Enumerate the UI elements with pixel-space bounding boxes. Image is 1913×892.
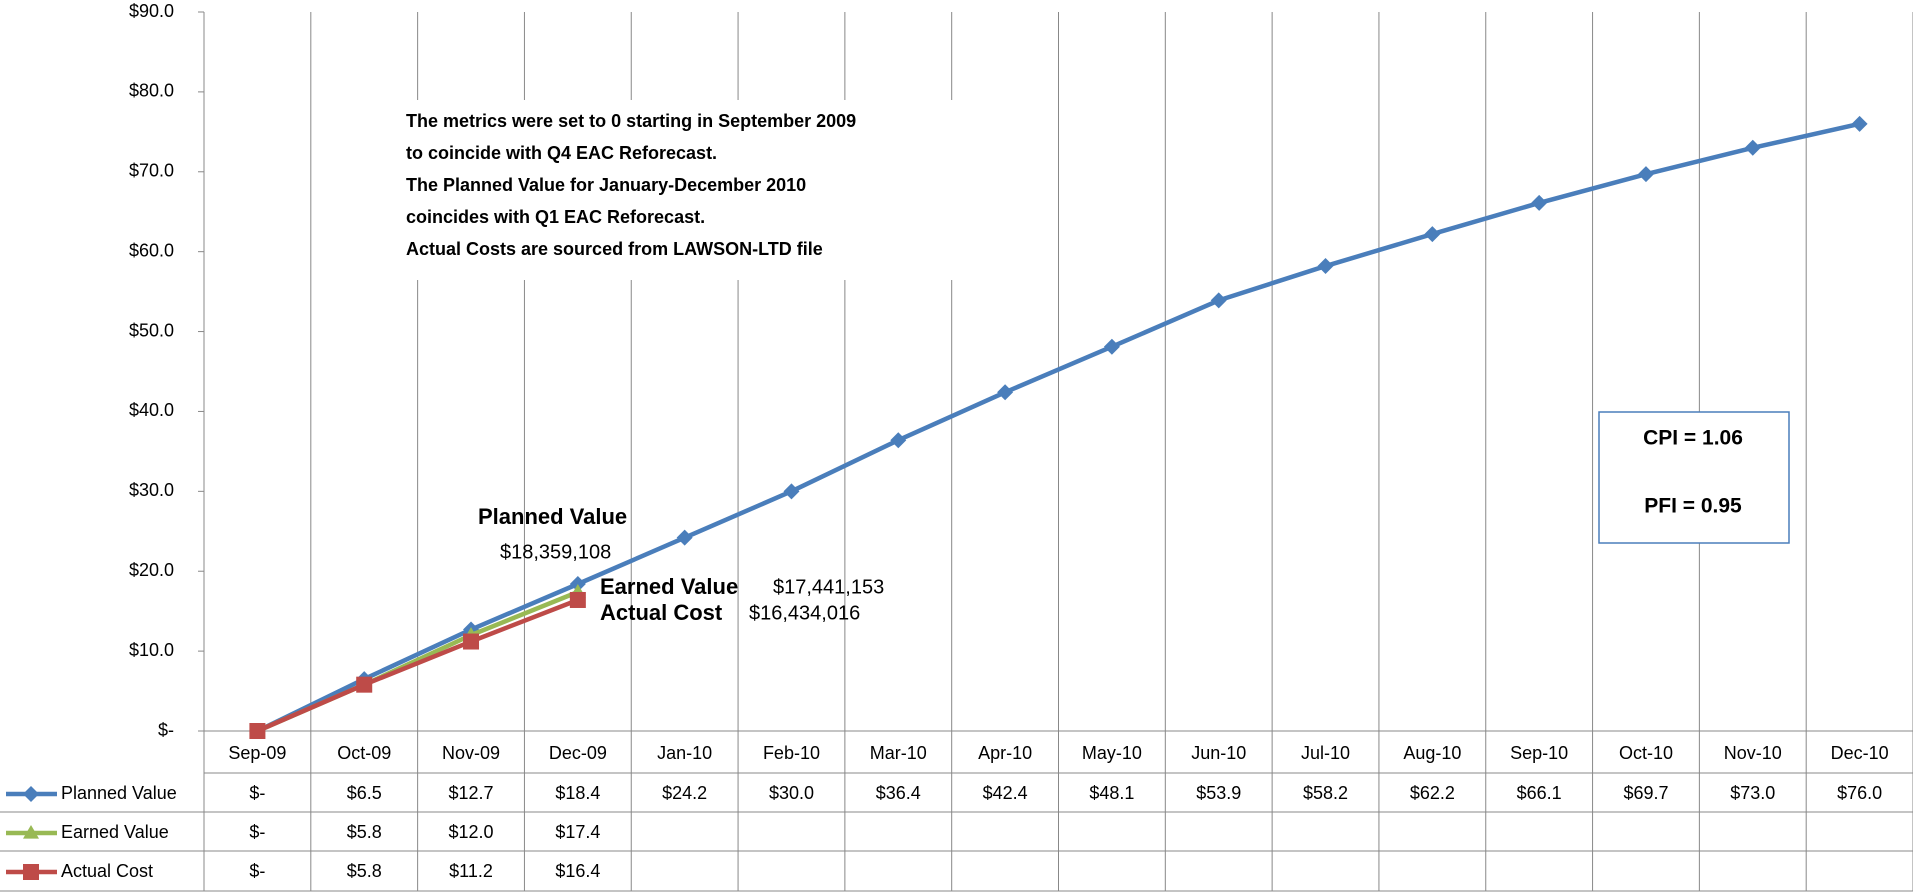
note-line: The metrics were set to 0 starting in Se… [406, 111, 856, 131]
table-value: $62.2 [1410, 783, 1455, 803]
table-value: $48.1 [1089, 783, 1134, 803]
marker [1637, 166, 1654, 183]
marker [783, 483, 800, 500]
annotation: $17,441,153 [773, 576, 884, 598]
table-value: $- [249, 861, 265, 881]
marker [1103, 338, 1120, 355]
annotation: $16,434,016 [749, 602, 860, 624]
table-value: $36.4 [876, 783, 921, 803]
y-tick-label: $70.0 [129, 161, 174, 181]
table-value: $58.2 [1303, 783, 1348, 803]
table-value: $11.2 [449, 861, 493, 881]
legend-label: Planned Value [61, 783, 177, 803]
y-tick-label: $60.0 [129, 240, 174, 260]
x-tick-label: Nov-10 [1724, 743, 1782, 763]
marker [1744, 139, 1761, 156]
x-tick-label: Feb-10 [763, 743, 820, 763]
x-tick-label: Oct-09 [337, 743, 391, 763]
note-line: Actual Costs are sourced from LAWSON-LTD… [406, 239, 823, 259]
table-value: $24.2 [662, 783, 707, 803]
table-value: $- [249, 822, 265, 842]
marker [1210, 292, 1227, 309]
table-value: $53.9 [1196, 783, 1241, 803]
y-tick-label: $50.0 [129, 320, 174, 340]
table-value: $76.0 [1837, 783, 1882, 803]
table-value: $73.0 [1730, 783, 1775, 803]
y-tick-label: $40.0 [129, 400, 174, 420]
x-tick-label: Apr-10 [978, 743, 1032, 763]
marker [1424, 226, 1441, 243]
note-line: to coincide with Q4 EAC Reforecast. [406, 143, 717, 163]
y-tick-label: $30.0 [129, 480, 174, 500]
marker [23, 786, 39, 802]
marker [1317, 258, 1334, 275]
y-tick-label: $80.0 [129, 81, 174, 101]
x-tick-label: Aug-10 [1403, 743, 1461, 763]
annotations: Planned Value $18,359,108 Earned Value $… [478, 427, 1743, 625]
x-tick-label: May-10 [1082, 743, 1142, 763]
marker [569, 591, 586, 608]
table-value: $16.4 [555, 861, 600, 881]
table-value: $42.4 [983, 783, 1028, 803]
series-line [256, 121, 1861, 734]
x-tick-label: Sep-09 [228, 743, 286, 763]
marker [676, 529, 693, 546]
x-tick-label: Nov-09 [442, 743, 500, 763]
plot [249, 115, 1868, 739]
x-tick-label: Dec-10 [1831, 743, 1889, 763]
marker [23, 825, 39, 839]
table-value: $69.7 [1623, 783, 1668, 803]
y-tick-label: $90.0 [129, 1, 174, 21]
pfi: PFI = 0.95 [1644, 495, 1742, 518]
cpi: CPI = 1.06 [1643, 427, 1743, 450]
series-line [256, 597, 579, 734]
table-value: $12.0 [449, 822, 494, 842]
x-tick-label: Jan-10 [657, 743, 712, 763]
marker [463, 633, 480, 650]
note-line: coincides with Q1 EAC Reforecast. [406, 207, 705, 227]
y-tick-label: $10.0 [129, 640, 174, 660]
marker [1851, 115, 1868, 132]
note-bg [398, 100, 988, 280]
table-value: $5.8 [347, 861, 382, 881]
x-tick-label: Dec-09 [549, 743, 607, 763]
table-value: $5.8 [347, 822, 382, 842]
x-tick-label: Sep-10 [1510, 743, 1568, 763]
table-value: $- [249, 783, 265, 803]
note: The metrics were set to 0 starting in Se… [406, 111, 856, 259]
x-tick-label: Jun-10 [1191, 743, 1246, 763]
note-line: The Planned Value for January-December 2… [406, 175, 806, 195]
marker [356, 676, 373, 693]
marker [23, 864, 39, 880]
x-tick-label: Jul-10 [1301, 743, 1350, 763]
legend-label: Actual Cost [61, 861, 153, 881]
annotation: $18,359,108 [500, 541, 611, 563]
x-tick-label: Oct-10 [1619, 743, 1673, 763]
y-tick-label: $20.0 [129, 560, 174, 580]
annotation: Planned Value [478, 504, 627, 529]
marker [890, 432, 907, 449]
annotation: Actual Cost [600, 600, 723, 625]
annotation: Earned Value [600, 574, 738, 599]
index-box [1598, 411, 1790, 544]
table-value: $66.1 [1517, 783, 1562, 803]
table-value: $12.7 [449, 783, 494, 803]
table-value: $17.4 [555, 822, 600, 842]
x-tick-label: Mar-10 [870, 743, 927, 763]
legend-label: Earned Value [61, 822, 169, 842]
marker [249, 723, 266, 739]
marker [997, 384, 1014, 401]
marker [1531, 194, 1548, 211]
y-tick-label: $- [158, 720, 174, 740]
table-value: $30.0 [769, 783, 814, 803]
table-value: $18.4 [555, 783, 600, 803]
table-value: $6.5 [347, 783, 382, 803]
